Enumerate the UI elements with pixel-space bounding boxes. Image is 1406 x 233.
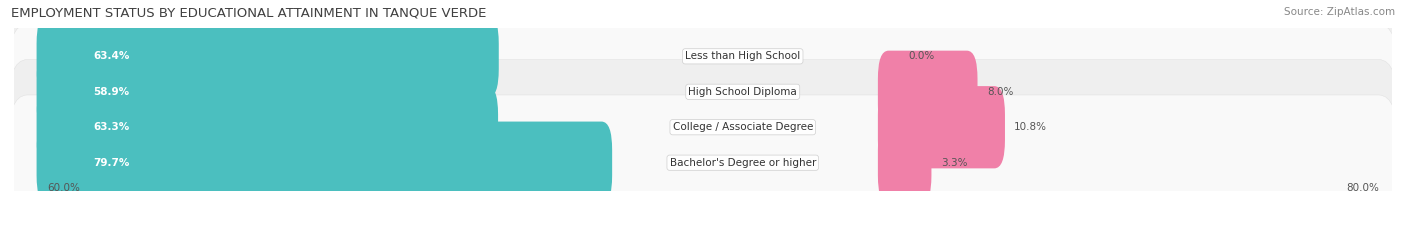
Text: 79.7%: 79.7% (94, 158, 129, 168)
FancyBboxPatch shape (877, 51, 977, 133)
FancyBboxPatch shape (877, 122, 931, 204)
FancyBboxPatch shape (37, 122, 612, 204)
Text: 10.8%: 10.8% (1014, 122, 1047, 132)
Text: Source: ZipAtlas.com: Source: ZipAtlas.com (1284, 7, 1395, 17)
FancyBboxPatch shape (37, 15, 499, 97)
Text: 60.0%: 60.0% (48, 183, 80, 193)
Text: 63.4%: 63.4% (94, 51, 129, 61)
Text: Less than High School: Less than High School (685, 51, 800, 61)
Text: 58.9%: 58.9% (94, 87, 129, 97)
FancyBboxPatch shape (7, 24, 1399, 160)
Text: 80.0%: 80.0% (1346, 183, 1379, 193)
FancyBboxPatch shape (7, 95, 1399, 230)
Text: EMPLOYMENT STATUS BY EDUCATIONAL ATTAINMENT IN TANQUE VERDE: EMPLOYMENT STATUS BY EDUCATIONAL ATTAINM… (11, 7, 486, 20)
FancyBboxPatch shape (877, 86, 1005, 168)
Text: 8.0%: 8.0% (987, 87, 1014, 97)
FancyBboxPatch shape (37, 86, 498, 168)
FancyBboxPatch shape (7, 59, 1399, 195)
Text: High School Diploma: High School Diploma (689, 87, 797, 97)
Text: Bachelor's Degree or higher: Bachelor's Degree or higher (669, 158, 815, 168)
Text: 63.3%: 63.3% (94, 122, 129, 132)
Text: College / Associate Degree: College / Associate Degree (672, 122, 813, 132)
FancyBboxPatch shape (7, 0, 1399, 124)
Text: 3.3%: 3.3% (941, 158, 967, 168)
Text: 0.0%: 0.0% (908, 51, 935, 61)
FancyBboxPatch shape (37, 51, 467, 133)
